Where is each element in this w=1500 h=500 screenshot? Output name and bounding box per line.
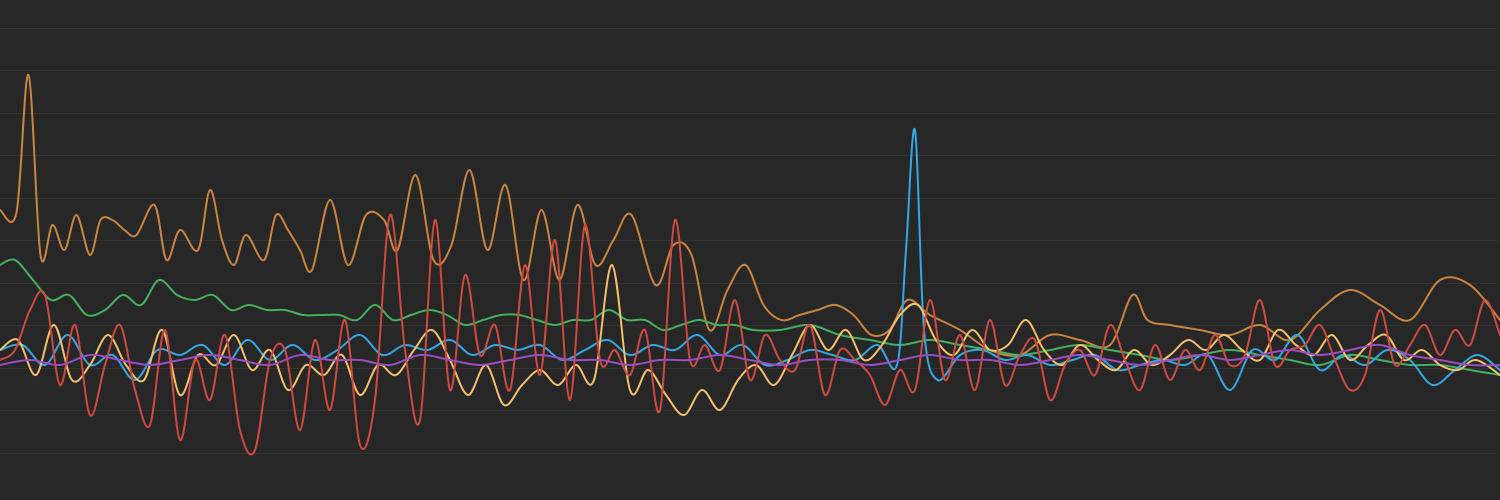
series-line-yellow bbox=[0, 263, 1500, 416]
series-line-blue bbox=[0, 127, 1500, 391]
series-line-purple bbox=[0, 343, 1500, 367]
series-line-red bbox=[0, 213, 1500, 456]
series-line-orange bbox=[0, 73, 1500, 357]
series-group bbox=[0, 73, 1500, 456]
